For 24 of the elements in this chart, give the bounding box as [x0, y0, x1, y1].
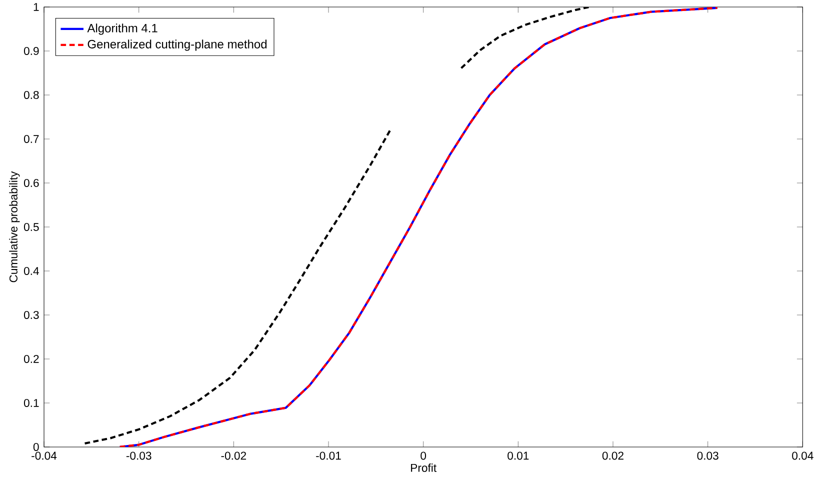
x-tick-label: 0.02 [602, 452, 624, 460]
y-tick-label: 0.1 [24, 398, 39, 407]
x-tick-label: -0.04 [32, 452, 57, 460]
y-tick-label: 0.4 [24, 266, 39, 275]
x-tick-label: 0 [420, 452, 426, 460]
y-tick-label: 0.5 [24, 222, 39, 231]
x-tick-label: 0.04 [792, 452, 814, 460]
y-tick-label: 0.8 [24, 90, 39, 99]
y-tick-label: 0.7 [24, 134, 39, 143]
x-tick-label: -0.01 [316, 452, 341, 460]
legend-label: Algorithm 4.1 [87, 24, 158, 35]
y-tick-label: 0.6 [24, 178, 39, 187]
y-tick-label: 0 [33, 442, 39, 451]
y-tick-label: 0.3 [24, 310, 39, 319]
x-axis-title: Profit [411, 464, 436, 472]
x-tick-label: -0.02 [221, 452, 246, 460]
legend-label: Generalized cutting-plane method [88, 40, 267, 51]
y-tick-label: 1 [34, 3, 39, 11]
y-tick-label: 0.9 [24, 46, 39, 55]
y-axis-title: Cumulative probability [9, 171, 20, 282]
x-tick-label: 0.01 [508, 452, 529, 460]
x-tick-label: -0.03 [126, 452, 152, 460]
x-tick-label: 0.03 [697, 452, 718, 460]
y-tick-label: 0.2 [24, 354, 39, 363]
